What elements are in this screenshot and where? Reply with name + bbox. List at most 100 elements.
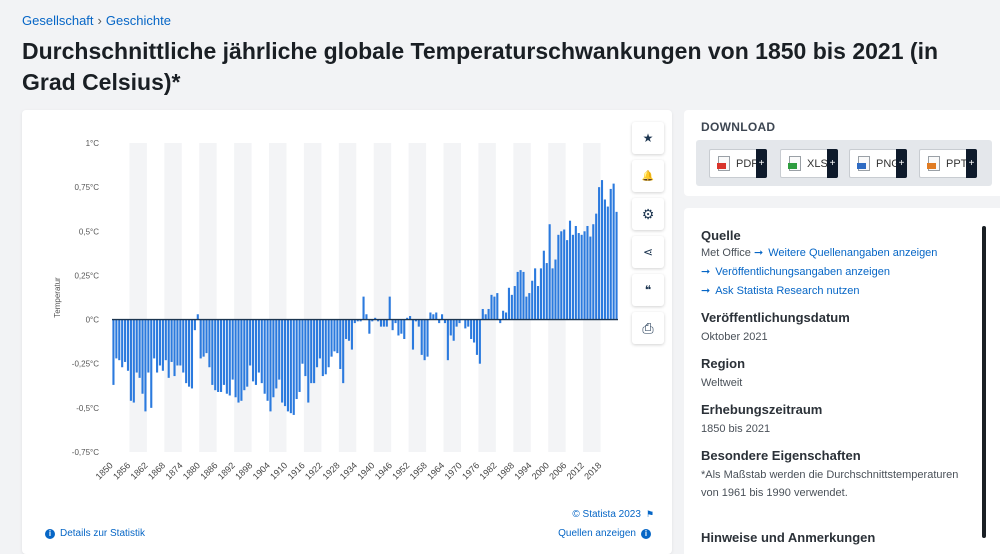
notification-button[interactable]: 🔔 xyxy=(632,160,664,192)
bar xyxy=(283,319,287,407)
x-tick-label: 1976 xyxy=(460,460,481,481)
bar xyxy=(193,319,196,331)
download-xls-button[interactable]: XLS + xyxy=(780,149,838,178)
x-tick-label: 1994 xyxy=(512,460,533,481)
bar xyxy=(429,312,432,320)
breadcrumb: Gesellschaft › Geschichte xyxy=(22,13,171,28)
bar xyxy=(368,319,371,334)
bar xyxy=(126,319,130,371)
bar xyxy=(499,319,502,324)
xls-label: XLS xyxy=(807,157,828,170)
bar xyxy=(222,319,226,385)
print-button[interactable]: ⎙ xyxy=(632,312,664,344)
statista-copyright-link[interactable]: © Statista 2023 ⚑ xyxy=(572,509,654,520)
bar xyxy=(592,224,595,320)
details-text: Details zur Statistik xyxy=(60,528,146,539)
publication-info-link[interactable]: Veröffentlichungsangaben anzeigen xyxy=(715,266,890,278)
download-ppt-button[interactable]: PPT + xyxy=(919,149,977,178)
bar xyxy=(568,220,572,320)
bar xyxy=(606,206,609,320)
bar xyxy=(278,319,281,380)
plus-icon: + xyxy=(756,149,767,178)
bar xyxy=(542,250,545,320)
bar xyxy=(615,211,618,320)
bar xyxy=(318,319,321,359)
breadcrumb-separator: › xyxy=(97,13,102,28)
pdf-file-icon xyxy=(717,156,730,171)
bar xyxy=(502,310,505,320)
breadcrumb-item-gesellschaft[interactable]: Gesellschaft xyxy=(22,13,94,28)
bar xyxy=(379,319,383,327)
y-tick-label: 0,5°C xyxy=(79,227,99,236)
ask-research-link[interactable]: Ask Statista Research nutzen xyxy=(715,285,860,297)
bar xyxy=(292,319,295,415)
chart-card: 1°C 0,75°C 0,5°C 0,25°C 0°C -0,25°C -0,5°C -0,7… xyxy=(22,110,672,554)
cite-button[interactable]: ❝ xyxy=(632,274,664,306)
notes-title: Hinweise und Anmerkungen xyxy=(701,530,876,545)
bar xyxy=(452,319,455,341)
details-link[interactable]: i Details zur Statistik xyxy=(40,528,145,539)
sources-link[interactable]: Quellen anzeigen i xyxy=(558,528,656,539)
bar xyxy=(580,234,583,320)
x-tick-label: 1904 xyxy=(251,460,272,481)
chart-band xyxy=(373,143,392,452)
settings-button[interactable]: ⚙ xyxy=(632,198,664,230)
bar xyxy=(121,319,124,368)
bar xyxy=(307,319,310,403)
bar xyxy=(507,287,511,320)
bar xyxy=(420,319,423,355)
bar xyxy=(350,319,353,350)
bar xyxy=(167,319,170,378)
bar xyxy=(583,231,586,320)
bar xyxy=(493,296,496,320)
bar xyxy=(481,308,484,320)
more-sources-link[interactable]: Weitere Quellenangaben anzeigen xyxy=(768,247,938,259)
y-tick-label: -0,5°C xyxy=(76,404,99,413)
pdf-label: PDF xyxy=(736,157,758,170)
bar xyxy=(228,319,231,396)
download-pdf-button[interactable]: PDF + xyxy=(709,149,767,178)
y-tick-label: 0°C xyxy=(86,316,100,325)
png-label: PNG xyxy=(876,157,900,170)
bar xyxy=(496,293,499,320)
share-button[interactable]: ⋖ xyxy=(632,236,664,268)
x-tick-label: 1886 xyxy=(198,460,219,481)
bar xyxy=(374,317,377,320)
scrollbar[interactable] xyxy=(982,226,986,538)
bar xyxy=(286,319,289,412)
bar xyxy=(609,188,612,320)
period-title: Erhebungszeitraum xyxy=(701,402,823,417)
bar xyxy=(208,319,211,368)
plus-icon: + xyxy=(827,149,838,178)
download-panel: DOWNLOAD PDF + XLS + PNG + PPT + xyxy=(684,110,1000,196)
x-tick-label: 1988 xyxy=(495,460,516,481)
bar xyxy=(574,225,577,320)
bar xyxy=(190,319,194,389)
bar xyxy=(371,319,374,322)
flag-icon: ⚑ xyxy=(645,509,654,519)
bar xyxy=(528,293,531,320)
bar xyxy=(391,319,394,331)
bar xyxy=(534,268,537,320)
bar xyxy=(400,319,403,334)
bar xyxy=(263,319,266,394)
share-icon: ⋖ xyxy=(642,245,654,259)
bar xyxy=(365,314,368,320)
star-icon: ★ xyxy=(642,131,654,145)
bar xyxy=(467,319,470,327)
x-tick-label: 1874 xyxy=(163,460,184,481)
bar xyxy=(153,319,156,359)
region-section: Region Weltweit xyxy=(701,356,745,392)
bar xyxy=(603,199,606,320)
page-header: Gesellschaft › Geschichte Durchschnittlich… xyxy=(0,0,1000,104)
bar xyxy=(458,319,461,324)
bar-chart: 1°C 0,75°C 0,5°C 0,25°C 0°C -0,25°C -0,5°C -0,7… xyxy=(53,139,618,482)
x-tick-label: 1880 xyxy=(181,460,202,481)
breadcrumb-item-geschichte[interactable]: Geschichte xyxy=(105,13,171,28)
favorite-button[interactable]: ★ xyxy=(632,122,664,154)
bar xyxy=(560,231,563,320)
bar xyxy=(345,319,348,339)
bar xyxy=(516,271,519,320)
x-tick-label: 2006 xyxy=(547,460,568,481)
download-png-button[interactable]: PNG + xyxy=(849,149,907,178)
